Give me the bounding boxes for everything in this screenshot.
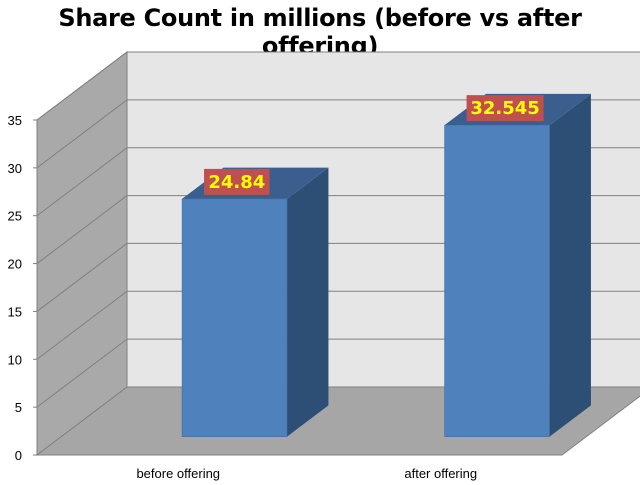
y-tick-label: 20: [8, 257, 22, 272]
bar-front: [181, 198, 288, 437]
y-tick-label: 30: [8, 161, 22, 176]
data-label-box: [204, 168, 270, 195]
category-label: after offering: [404, 466, 477, 481]
y-tick-label: 5: [15, 400, 22, 415]
y-tick-label: 25: [8, 209, 22, 224]
y-axis: 0 5 10 15 20 25 30 35: [8, 113, 562, 463]
y-tick-label: 15: [8, 304, 22, 319]
bar-side: [287, 167, 329, 437]
y-tick-label: 0: [15, 448, 22, 463]
chart-title: Share Count in millions (before vs after…: [58, 4, 582, 60]
data-label: 24.84: [208, 172, 265, 193]
bar: 24.84: [181, 167, 329, 437]
category-label: before offering: [136, 466, 220, 481]
bar-front: [444, 124, 550, 437]
bar-side: [549, 93, 591, 437]
bar: 32.545: [444, 93, 591, 437]
y-tick-label: 35: [8, 113, 22, 128]
gridline: [36, 51, 640, 121]
y-tick-label: 10: [8, 352, 22, 367]
data-label-box: [466, 95, 544, 122]
x-axis: before offering after offering: [136, 466, 477, 481]
data-label: 32.545: [470, 98, 539, 119]
bars: 24.84 32.545: [181, 93, 591, 437]
